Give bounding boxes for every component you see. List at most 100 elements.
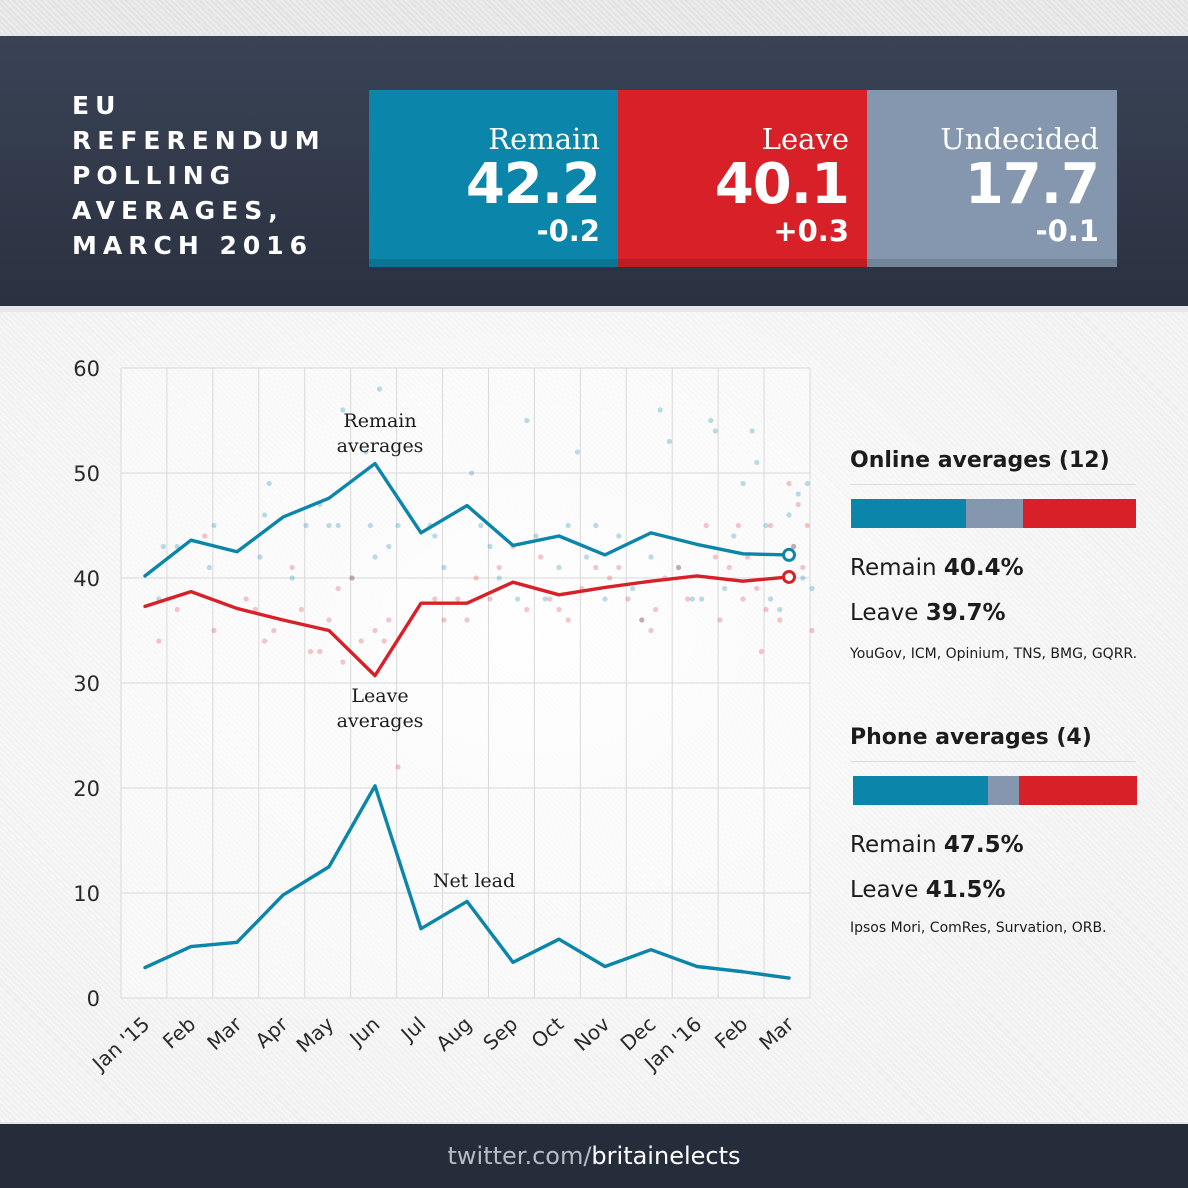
leave-poll-dot	[758, 648, 765, 655]
leave-poll-dot	[703, 522, 709, 529]
leave-poll-dot	[809, 627, 815, 634]
online-remain-segment	[851, 499, 967, 528]
leave-poll-dot	[358, 638, 364, 644]
leave-poll-dot	[308, 648, 314, 655]
remain-poll-dot	[487, 543, 493, 550]
remain-poll-dot	[160, 543, 166, 550]
online-pollsters-note: YouGov, ICM, Opinium, TNS, BMG, GQRR.	[850, 646, 1138, 662]
remain-poll-dot	[708, 417, 714, 424]
remain-poll-dot	[469, 470, 475, 476]
y-tick-label: 0	[87, 987, 100, 1011]
leave-poll-dot	[262, 638, 268, 644]
leave-poll-dot	[317, 648, 323, 655]
leave-averages-annotation: Leave	[351, 685, 408, 707]
leave-poll-dot	[735, 522, 742, 529]
remain-poll-dot	[689, 596, 696, 602]
online-remain-value: 40.4%	[943, 555, 1024, 581]
phone-leave-stat: Leave 41.5%	[850, 877, 1006, 903]
remain-poll-dot	[777, 606, 783, 613]
remain-poll-dot	[740, 480, 746, 487]
y-tick-label: 60	[73, 357, 100, 381]
x-tick-label: Nov	[569, 1012, 614, 1056]
footer-twitter-handle[interactable]: britainelects	[591, 1142, 741, 1170]
footer-twitter-prefix: twitter.com/	[447, 1142, 592, 1170]
remain-poll-dot	[377, 386, 383, 392]
leave-poll-dot	[271, 627, 277, 634]
infographic-title: EU Referendum Polling Averages, March 20…	[72, 88, 362, 263]
footer: twitter.com/britainelects	[0, 1124, 1188, 1188]
y-tick-label: 30	[73, 672, 100, 696]
phone-remain-stat: Remain 47.5%	[850, 832, 1024, 858]
remain-averages-annotation: Remain	[343, 410, 416, 432]
leave-poll-dot	[625, 596, 631, 602]
remain-poll-dot	[616, 533, 622, 539]
online-averages-heading: Online averages (12)	[850, 448, 1110, 473]
remain-poll-dot	[349, 575, 355, 581]
remain-poll-dot	[804, 480, 811, 487]
remain-poll-dot	[533, 533, 539, 539]
leave-poll-dot	[395, 764, 401, 770]
leave-poll-dot	[547, 596, 553, 602]
remain-poll-dot	[386, 543, 392, 550]
leave-poll-dot	[804, 522, 811, 529]
remain-poll-dot	[432, 533, 438, 539]
remain-poll-dot	[211, 522, 217, 529]
remain-poll-dot	[800, 575, 806, 581]
leave-poll-dot	[676, 564, 682, 571]
leave-poll-dot	[252, 606, 258, 613]
remain-poll-dot	[574, 449, 581, 455]
phone-averages-bar	[853, 776, 1137, 805]
remain-poll-dot	[630, 585, 636, 592]
remain-poll-dot	[768, 596, 774, 602]
remain-poll-dot	[795, 491, 801, 497]
x-tick-label: Feb	[158, 1012, 200, 1054]
leave-poll-dot	[243, 596, 249, 602]
remain-poll-dot	[326, 522, 332, 529]
leave-poll-dot	[326, 617, 332, 623]
leave-poll-dot	[340, 659, 346, 665]
leave-poll-dot	[653, 606, 659, 613]
content-panel	[0, 312, 1188, 1122]
divider	[850, 484, 1136, 485]
leave-poll-dot	[763, 606, 769, 613]
leave-poll-dot	[786, 480, 792, 487]
x-tick-label: Jul	[395, 1012, 430, 1047]
online-remain-stat: Remain 40.4%	[850, 555, 1024, 581]
leave-poll-dot	[174, 606, 180, 613]
phone-leave-value: 41.5%	[925, 877, 1006, 903]
leave-poll-dot	[712, 554, 719, 560]
y-tick-label: 20	[73, 777, 100, 801]
leave-poll-dot	[685, 596, 691, 602]
leave-poll-dot	[386, 617, 392, 623]
leave-stat-label: Leave	[761, 122, 849, 156]
leave-poll-dot	[349, 575, 355, 581]
remain-poll-dot	[441, 564, 447, 571]
remain-poll-dot	[363, 449, 369, 455]
leave-poll-dot	[768, 522, 774, 529]
phone-remain-label: Remain	[850, 832, 937, 858]
remain-poll-dot	[657, 407, 663, 413]
remain-poll-dot	[699, 596, 705, 602]
remain-poll-dot	[712, 428, 719, 434]
remain-poll-dot	[496, 575, 502, 581]
phone-leave-label: Leave	[850, 877, 919, 903]
x-tick-label: May	[292, 1012, 339, 1058]
leave-poll-dot	[335, 585, 341, 592]
remain-poll-dot	[602, 596, 608, 602]
x-tick-label: Oct	[527, 1012, 569, 1053]
remain-poll-dot	[257, 554, 263, 560]
leave-poll-dot	[487, 596, 493, 602]
leave-poll-dot	[593, 564, 599, 571]
title-line: March 2016	[72, 231, 314, 260]
remain-poll-dot	[763, 522, 769, 529]
remain-poll-dot	[731, 533, 737, 539]
net-lead-annotation: Net lead	[433, 870, 515, 892]
undecided-stat-change: -0.1	[1035, 214, 1099, 248]
title-line: Polling	[72, 161, 237, 190]
leave-end-marker	[782, 569, 796, 584]
remain-poll-dot	[809, 585, 815, 592]
leave-poll-dot	[639, 617, 645, 623]
y-tick-label: 10	[73, 882, 100, 906]
leave-poll-dot	[616, 564, 622, 571]
x-tick-label: Feb	[710, 1012, 752, 1054]
